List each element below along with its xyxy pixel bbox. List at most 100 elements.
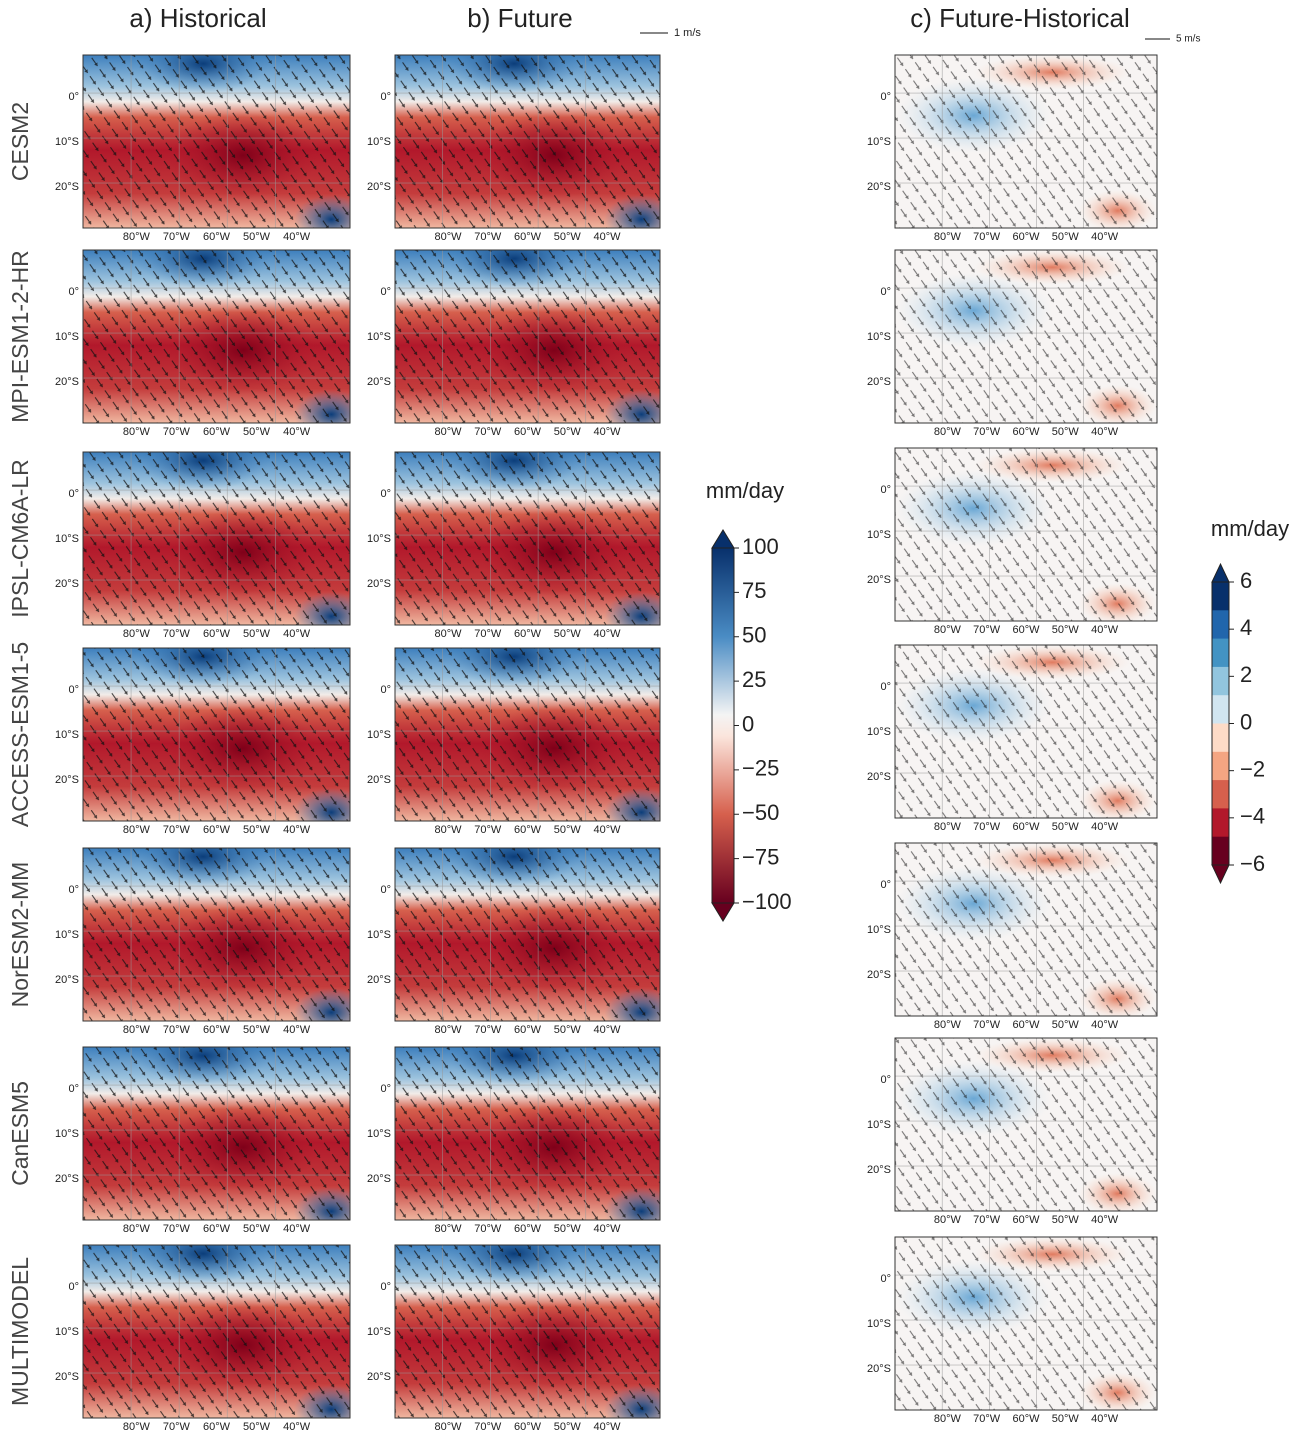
map-panel: 0° 10°S 20°S 80°W 70°W 60°W 50°W 40°W bbox=[55, 647, 351, 836]
colorbar-swatch bbox=[1212, 666, 1229, 696]
lon-tick-label: 50°W bbox=[243, 824, 271, 836]
map-panel: 0° 10°S 20°S 80°W 70°W 60°W 50°W 40°W bbox=[55, 54, 351, 243]
lon-tick-label: 70°W bbox=[973, 821, 1001, 833]
map-frame bbox=[394, 249, 661, 424]
map-panel: 0° 10°S 20°S 80°W 70°W 60°W 50°W 40°W bbox=[867, 1236, 1158, 1425]
map-frame bbox=[894, 1236, 1158, 1411]
map-frame bbox=[894, 447, 1158, 622]
lon-tick-label: 40°W bbox=[283, 426, 311, 438]
wind-vectors bbox=[395, 1245, 660, 1418]
map-frame bbox=[894, 249, 1158, 424]
lon-tick-label: 70°W bbox=[163, 1421, 191, 1433]
lat-tick-label: 20°S bbox=[867, 574, 891, 586]
lon-tick-label: 50°W bbox=[554, 628, 582, 640]
lat-tick-label: 10°S bbox=[55, 331, 79, 343]
wind-vectors bbox=[83, 250, 350, 423]
colorbar-swatch bbox=[1212, 808, 1229, 838]
lon-tick-label: 60°W bbox=[203, 1024, 231, 1036]
lon-tick-label: 60°W bbox=[514, 1024, 542, 1036]
colorbar-swatch bbox=[1212, 638, 1229, 668]
lon-tick-label: 50°W bbox=[1052, 1019, 1080, 1031]
lon-tick-label: 70°W bbox=[163, 231, 191, 243]
colorbar-tick-label: 6 bbox=[1240, 568, 1252, 593]
lon-tick-label: 40°W bbox=[1091, 1413, 1119, 1425]
lat-tick-label: 10°S bbox=[367, 929, 391, 941]
wind-vectors bbox=[895, 448, 1157, 621]
lat-tick-label: 0° bbox=[68, 1281, 79, 1293]
lon-tick-label: 80°W bbox=[934, 426, 962, 438]
lon-tick-label: 50°W bbox=[1052, 426, 1080, 438]
map-frame bbox=[82, 647, 351, 822]
wind-vectors bbox=[895, 843, 1157, 1016]
lon-tick-label: 60°W bbox=[1012, 1413, 1040, 1425]
reference-label: 5 m/s bbox=[1176, 34, 1200, 45]
lat-tick-label: 20°S bbox=[367, 774, 391, 786]
map-field bbox=[395, 1245, 660, 1418]
lat-tick-label: 10°S bbox=[367, 136, 391, 148]
colorbar bbox=[712, 548, 734, 903]
map-panel: 0° 10°S 20°S 80°W 70°W 60°W 50°W 40°W bbox=[867, 447, 1158, 636]
lat-tick-label: 20°S bbox=[367, 578, 391, 590]
map-field bbox=[83, 648, 350, 821]
lat-tick-label: 20°S bbox=[367, 376, 391, 388]
lon-tick-label: 70°W bbox=[474, 426, 502, 438]
lon-tick-label: 60°W bbox=[1012, 231, 1040, 243]
lon-tick-label: 50°W bbox=[554, 1024, 582, 1036]
colorbar-extend bbox=[711, 529, 735, 549]
lon-tick-label: 40°W bbox=[1091, 231, 1119, 243]
wind-vectors bbox=[395, 55, 660, 228]
colorbar-tick-label: −75 bbox=[742, 844, 779, 869]
colorbar-swatch bbox=[1212, 610, 1229, 640]
lat-tick-label: 20°S bbox=[55, 1173, 79, 1185]
map-panel: 0° 10°S 20°S 80°W 70°W 60°W 50°W 40°W bbox=[367, 1046, 661, 1235]
lat-tick-label: 0° bbox=[380, 91, 391, 103]
colorbar-swatch bbox=[1212, 695, 1229, 724]
lon-tick-label: 70°W bbox=[973, 1413, 1001, 1425]
colorbar-label: mm/day bbox=[706, 478, 784, 503]
row-label: NorESM2-MM bbox=[7, 862, 33, 1008]
lon-tick-label: 80°W bbox=[123, 1024, 151, 1036]
lon-tick-label: 50°W bbox=[243, 231, 271, 243]
lon-tick-label: 50°W bbox=[243, 628, 271, 640]
lat-tick-label: 0° bbox=[68, 286, 79, 298]
colorbar-swatch bbox=[1212, 723, 1229, 753]
lat-tick-label: 0° bbox=[68, 684, 79, 696]
lat-tick-label: 0° bbox=[68, 1083, 79, 1095]
lon-tick-label: 50°W bbox=[554, 1223, 582, 1235]
lon-tick-label: 80°W bbox=[934, 1019, 962, 1031]
lat-tick-label: 0° bbox=[380, 286, 391, 298]
map-field bbox=[395, 1047, 660, 1220]
map-field bbox=[395, 452, 660, 625]
lon-tick-label: 80°W bbox=[434, 824, 462, 836]
map-field bbox=[395, 250, 660, 423]
lon-tick-label: 50°W bbox=[554, 231, 582, 243]
lat-tick-label: 10°S bbox=[367, 1326, 391, 1338]
lon-tick-label: 80°W bbox=[434, 1223, 462, 1235]
lon-tick-label: 60°W bbox=[1012, 821, 1040, 833]
lat-tick-label: 0° bbox=[380, 884, 391, 896]
map-field bbox=[395, 848, 660, 1021]
map-field bbox=[895, 645, 1157, 818]
colorbar-tick-label: −100 bbox=[742, 889, 792, 914]
wind-vectors bbox=[895, 1038, 1157, 1211]
colorbar-extend bbox=[1211, 562, 1230, 583]
lat-tick-label: 0° bbox=[880, 286, 891, 298]
lat-tick-label: 0° bbox=[380, 684, 391, 696]
lon-tick-label: 80°W bbox=[934, 624, 962, 636]
lon-tick-label: 70°W bbox=[973, 231, 1001, 243]
lat-tick-label: 10°S bbox=[367, 1128, 391, 1140]
lat-tick-label: 0° bbox=[380, 488, 391, 500]
map-frame bbox=[394, 1244, 661, 1419]
colorbar-tick-label: 2 bbox=[1240, 662, 1252, 687]
row-label: CanESM5 bbox=[7, 1081, 33, 1186]
wind-vectors bbox=[83, 1245, 350, 1418]
map-field bbox=[895, 250, 1157, 423]
colorbar-tick-label: −25 bbox=[742, 756, 779, 781]
wind-vectors bbox=[395, 848, 660, 1021]
colorbar-tick-label: 25 bbox=[742, 667, 766, 692]
wind-vectors bbox=[895, 1237, 1157, 1410]
lat-tick-label: 10°S bbox=[367, 729, 391, 741]
lon-tick-label: 70°W bbox=[973, 426, 1001, 438]
wind-vectors bbox=[895, 55, 1157, 228]
lon-tick-label: 50°W bbox=[1052, 624, 1080, 636]
